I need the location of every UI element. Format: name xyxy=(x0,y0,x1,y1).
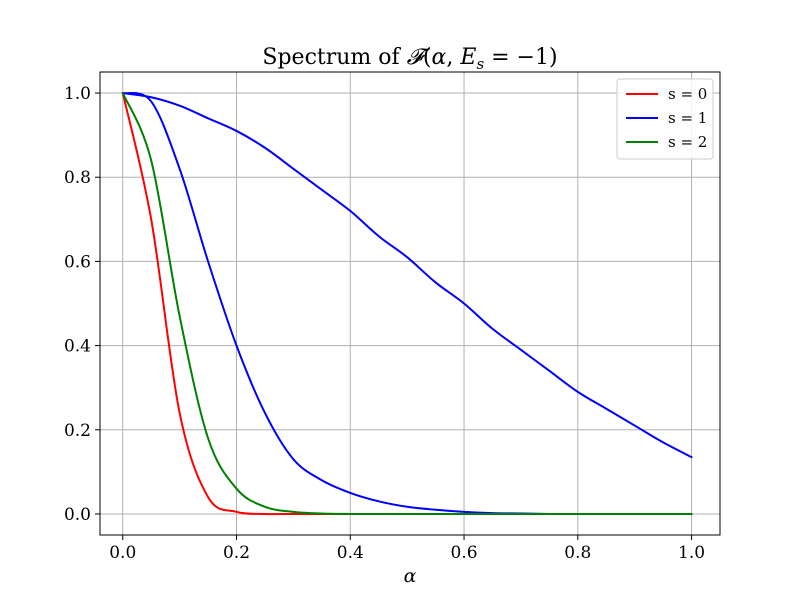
chart-title-eq: = −1) xyxy=(484,45,557,70)
y-tick-label: 0.8 xyxy=(64,168,91,188)
series-line-1 xyxy=(121,92,693,459)
plot-series xyxy=(121,91,693,516)
y-tick-label: 0.0 xyxy=(64,505,91,525)
chart-title-sub: s xyxy=(476,55,484,73)
y-tick-label: 0.6 xyxy=(64,252,91,272)
plot-frame xyxy=(99,71,721,536)
legend: s = 0 s = 1 s = 2 xyxy=(616,78,714,160)
x-tick-label: 0.0 xyxy=(109,543,136,563)
chart-title-e: E xyxy=(459,45,476,70)
x-axis-label: α xyxy=(404,565,417,587)
legend-label: s = 1 xyxy=(668,109,707,127)
y-tick-label: 0.2 xyxy=(64,421,91,441)
y-tick-label: 1.0 xyxy=(64,84,91,104)
x-tick-label: 0.6 xyxy=(451,543,478,563)
legend-label: s = 0 xyxy=(668,85,707,103)
x-tick-label: 0.2 xyxy=(223,543,250,563)
chart-title: Spectrum of 𝓕(α, Es = −1) xyxy=(262,45,557,73)
chart-title-open: ( xyxy=(423,45,432,70)
chart-title-alpha: α xyxy=(432,45,447,70)
legend-box xyxy=(616,78,714,160)
axis-ticks: 0.0 0.2 0.4 0.6 0.8 1.0 0.0 0.2 0.4 0.6 0.8 1.0 xyxy=(64,84,705,563)
legend-label: s = 2 xyxy=(668,133,707,151)
series-line-3 xyxy=(121,92,693,515)
x-tick-label: 0.4 xyxy=(337,543,364,563)
x-tick-label: 0.8 xyxy=(564,543,591,563)
y-tick-label: 0.4 xyxy=(64,337,91,357)
chart-title-prefix: Spectrum of xyxy=(262,45,406,70)
chart-title-comma: , xyxy=(446,45,460,70)
x-tick-label: 1.0 xyxy=(678,543,705,563)
